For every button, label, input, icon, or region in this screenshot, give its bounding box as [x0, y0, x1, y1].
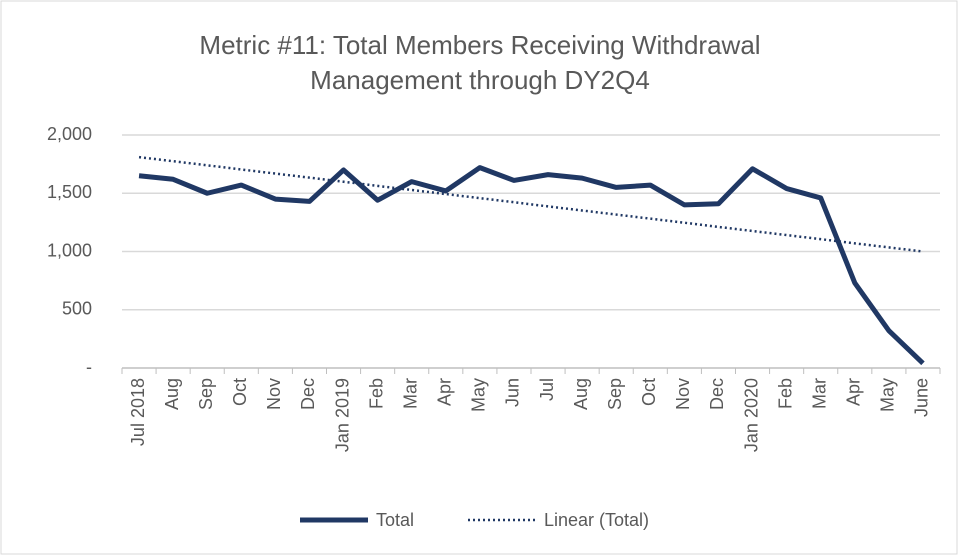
x-tick-label: Feb	[366, 378, 386, 409]
x-tick-label: Sep	[605, 378, 625, 410]
y-tick-label: -	[86, 357, 92, 377]
x-tick-label: Feb	[775, 378, 795, 409]
series-line	[138, 165, 925, 366]
legend-label: Total	[376, 510, 414, 530]
x-tick-label: Sep	[196, 378, 216, 410]
x-tick-label: Oct	[230, 378, 250, 406]
x-tick-label: Apr	[844, 378, 864, 406]
x-tick-label: Dec	[298, 378, 318, 410]
x-tick-label: Mar	[809, 378, 829, 409]
y-tick-label: 1,500	[47, 182, 92, 202]
legend-label: Linear (Total)	[544, 510, 649, 530]
x-tick-label: May	[878, 378, 898, 412]
x-tick-label: Jul 2018	[128, 378, 148, 446]
x-tick-label: Nov	[264, 378, 284, 410]
x-tick-label: Nov	[673, 378, 693, 410]
x-tick-label: Aug	[571, 378, 591, 410]
chart-title: Management through DY2Q4	[310, 65, 650, 95]
x-tick-label: Mar	[400, 378, 420, 409]
x-tick-label: Jun	[503, 378, 523, 407]
x-tick-label: June	[912, 378, 932, 417]
y-tick-label: 1,000	[47, 240, 92, 260]
x-tick-label: Apr	[435, 378, 455, 406]
x-tick-label: Jan 2019	[332, 378, 352, 452]
y-tick-label: 500	[62, 299, 92, 319]
x-tick-label: Jan 2020	[741, 378, 761, 452]
x-tick-label: Oct	[639, 378, 659, 406]
x-tick-label: Jul	[537, 378, 557, 401]
chart-title: Metric #11: Total Members Receiving With…	[199, 30, 760, 60]
x-tick-label: May	[469, 378, 489, 412]
x-tick-label: Aug	[162, 378, 182, 410]
series-line	[138, 155, 924, 253]
y-tick-label: 2,000	[47, 124, 92, 144]
x-tick-label: Dec	[707, 378, 727, 410]
